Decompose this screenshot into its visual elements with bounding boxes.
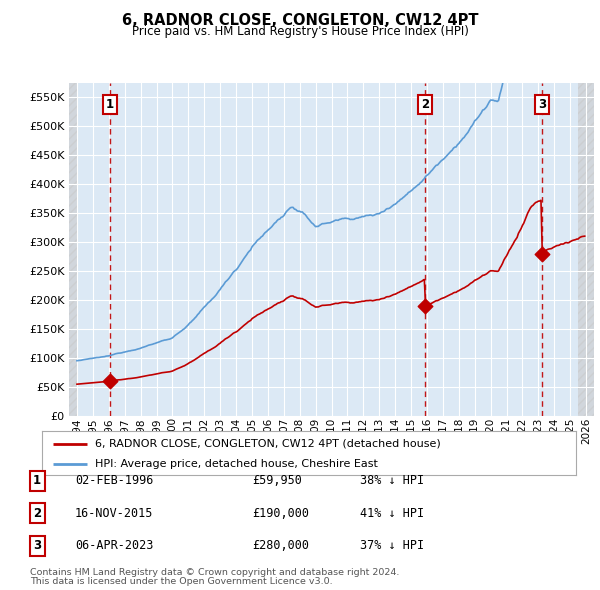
Point bbox=[106, 376, 115, 386]
Text: HPI: Average price, detached house, Cheshire East: HPI: Average price, detached house, Ches… bbox=[95, 459, 378, 469]
Text: 06-APR-2023: 06-APR-2023 bbox=[75, 539, 154, 552]
Text: Contains HM Land Registry data © Crown copyright and database right 2024.: Contains HM Land Registry data © Crown c… bbox=[30, 568, 400, 577]
Point bbox=[420, 301, 430, 310]
Text: 41% ↓ HPI: 41% ↓ HPI bbox=[360, 507, 424, 520]
Text: £280,000: £280,000 bbox=[252, 539, 309, 552]
Text: £59,950: £59,950 bbox=[252, 474, 302, 487]
Bar bbox=[578, 83, 594, 416]
Text: £190,000: £190,000 bbox=[252, 507, 309, 520]
Text: 1: 1 bbox=[106, 97, 114, 110]
Text: 38% ↓ HPI: 38% ↓ HPI bbox=[360, 474, 424, 487]
Bar bbox=[69, 83, 77, 416]
Text: 6, RADNOR CLOSE, CONGLETON, CW12 4PT (detached house): 6, RADNOR CLOSE, CONGLETON, CW12 4PT (de… bbox=[95, 439, 441, 449]
Text: 3: 3 bbox=[538, 97, 547, 110]
Text: 02-FEB-1996: 02-FEB-1996 bbox=[75, 474, 154, 487]
Text: 16-NOV-2015: 16-NOV-2015 bbox=[75, 507, 154, 520]
Text: 6, RADNOR CLOSE, CONGLETON, CW12 4PT: 6, RADNOR CLOSE, CONGLETON, CW12 4PT bbox=[122, 13, 478, 28]
Text: 37% ↓ HPI: 37% ↓ HPI bbox=[360, 539, 424, 552]
Text: 2: 2 bbox=[33, 507, 41, 520]
Text: 2: 2 bbox=[421, 97, 429, 110]
Point bbox=[538, 249, 547, 258]
Text: This data is licensed under the Open Government Licence v3.0.: This data is licensed under the Open Gov… bbox=[30, 577, 332, 586]
Text: 1: 1 bbox=[33, 474, 41, 487]
Text: Price paid vs. HM Land Registry's House Price Index (HPI): Price paid vs. HM Land Registry's House … bbox=[131, 25, 469, 38]
Text: 3: 3 bbox=[33, 539, 41, 552]
